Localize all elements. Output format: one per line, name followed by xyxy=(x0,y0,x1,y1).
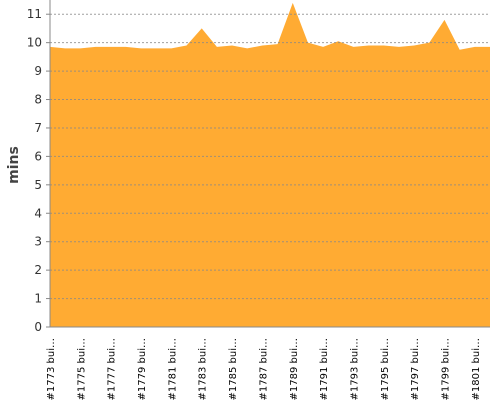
x-tick-label: #1787 bui… xyxy=(258,338,269,400)
x-tick-label: #1773 bui… xyxy=(46,338,57,400)
y-tick-label: 7 xyxy=(34,121,42,135)
y-tick-label: 2 xyxy=(34,263,42,277)
x-tick-label: #1791 bui… xyxy=(319,338,330,400)
y-tick-label: 8 xyxy=(34,93,42,107)
x-tick-label: #1795 bui… xyxy=(380,338,391,400)
y-tick-label: 10 xyxy=(27,36,42,50)
area xyxy=(50,2,490,328)
y-tick-label: 9 xyxy=(34,64,42,78)
x-tick-label: #1801 bui… xyxy=(471,338,482,400)
y-tick-label: 1 xyxy=(34,292,42,306)
x-tick-label: #1789 bui… xyxy=(289,338,300,400)
y-tick-label: 3 xyxy=(34,235,42,249)
y-tick-label: 5 xyxy=(34,178,42,192)
y-tick-label: 11 xyxy=(27,7,42,21)
x-tick-label: #1799 bui… xyxy=(440,338,451,400)
x-tick-label: #1781 bui… xyxy=(167,338,178,400)
x-tick-label: #1785 bui… xyxy=(228,338,239,400)
y-axis-label: mins xyxy=(6,146,22,184)
x-tick-label: #1777 bui… xyxy=(107,338,118,400)
x-tick-label: #1775 bui… xyxy=(76,338,87,400)
x-tick-label: #1797 bui… xyxy=(410,338,421,400)
y-tick-label: 0 xyxy=(34,320,42,334)
x-tick-label: #1779 bui… xyxy=(137,338,148,400)
y-tick-label: 4 xyxy=(34,206,42,220)
y-tick-label: 6 xyxy=(34,149,42,163)
x-tick-label: #1793 bui… xyxy=(349,338,360,400)
x-tick-label: #1783 bui… xyxy=(198,338,209,400)
